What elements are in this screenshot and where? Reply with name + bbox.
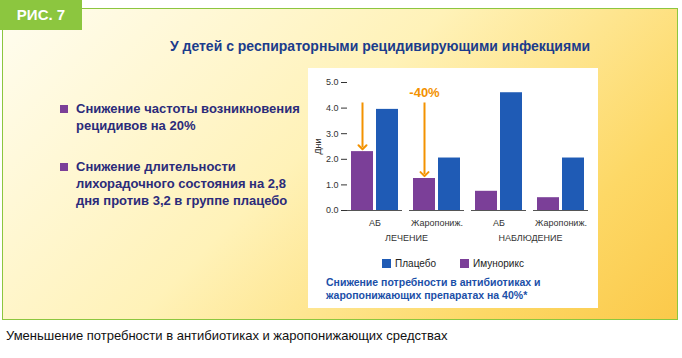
html-text:У детей с респираторными рецид: У детей с респираторными рецидивирующими… [169, 38, 591, 54]
html-text:Снижение длительности лихорадо: Снижение длительности лихорадочного сост… [76, 159, 288, 208]
svg-text:5.0: 5.0 [326, 77, 339, 87]
svg-text:3.0: 3.0 [326, 129, 339, 139]
html-text:Снижение потребности в антибио: Снижение потребности в антибиотиках и жа… [326, 276, 541, 301]
svg-text:-40%: -40% [409, 85, 440, 100]
html-text:Плацебо: Плацебо [395, 258, 436, 269]
svg-text:Жаропониж.: Жаропониж. [411, 218, 463, 228]
html-text:Уменьшение потребности в антиб: Уменьшение потребности в антибиотиках и … [6, 328, 448, 343]
svg-text:АБ: АБ [493, 218, 505, 228]
svg-text:ЛЕЧЕНИЕ: ЛЕЧЕНИЕ [385, 233, 428, 243]
svg-text:1.0: 1.0 [326, 180, 339, 190]
html-text:РИС. 7: РИС. 7 [16, 6, 66, 23]
svg-text:Жаропониж.: Жаропониж. [535, 218, 587, 228]
svg-text:НАБЛЮДЕНИЕ: НАБЛЮДЕНИЕ [498, 233, 562, 243]
svg-text:4.0: 4.0 [326, 103, 339, 113]
svg-text:АБ: АБ [369, 218, 381, 228]
svg-text:0.0: 0.0 [326, 205, 339, 215]
svg-text:2.0: 2.0 [326, 154, 339, 164]
svg-text:Дни: Дни [313, 138, 323, 154]
html-text:Снижение частоты возникновения: Снижение частоты возникновения рецидивов… [76, 101, 300, 133]
html-text:Имунорикс: Имунорикс [473, 258, 524, 269]
